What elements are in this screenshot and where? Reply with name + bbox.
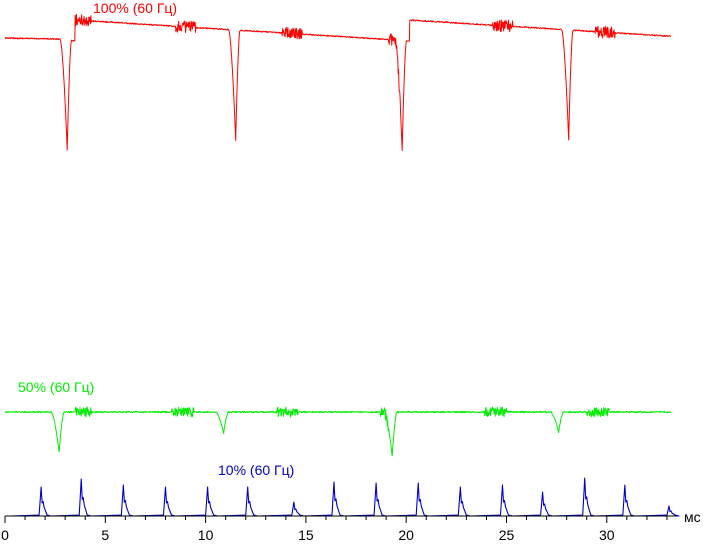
x-tick-label: 25 [499, 527, 515, 543]
x-axis: 0 5 10 15 20 25 30 [1, 515, 677, 543]
x-tick-label: 10 [198, 527, 214, 543]
series-layer [4, 13, 680, 517]
x-tick-label: 15 [298, 527, 314, 543]
series-label-50: 50% (60 Гц) [18, 379, 94, 395]
x-tick-label: 0 [1, 527, 9, 543]
series-100-line [4, 13, 672, 152]
x-tick-label: 20 [398, 527, 414, 543]
x-tick-label: 30 [599, 527, 615, 543]
series-label-10: 10% (60 Гц) [218, 462, 294, 478]
series-10-line [11, 477, 680, 517]
series-50-line [4, 406, 672, 457]
x-tick-label: 5 [101, 527, 109, 543]
x-axis-unit-label: мс [684, 509, 701, 525]
series-label-100: 100% (60 Гц) [93, 0, 177, 16]
